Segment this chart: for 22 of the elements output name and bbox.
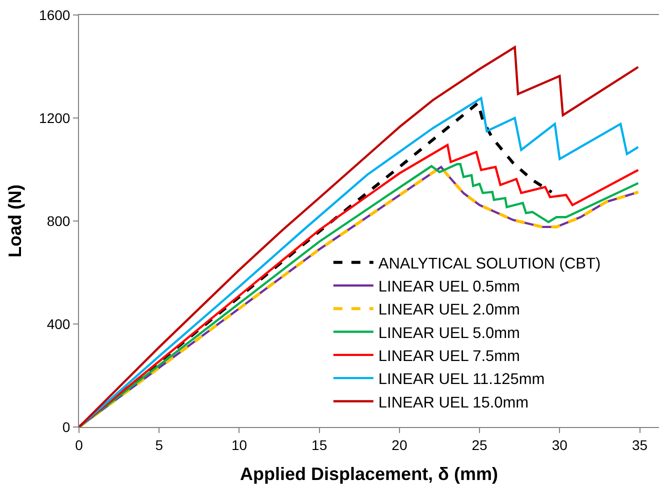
x-tick-label: 5: [155, 436, 164, 453]
legend-label: ANALYTICAL SOLUTION (CBT): [378, 255, 601, 272]
x-tick-label: 30: [552, 436, 568, 453]
legend-label: LINEAR UEL 5.0mm: [378, 324, 520, 342]
legend-label: LINEAR UEL 15.0mm: [378, 394, 529, 412]
legend-label: LINEAR UEL 0.5mm: [378, 278, 520, 296]
legend-label: LINEAR UEL 2.0mm: [378, 302, 520, 319]
y-tick-label: 800: [46, 212, 70, 229]
x-tick-label: 25: [472, 436, 488, 453]
y-tick-label: 400: [46, 316, 70, 332]
legend-label: LINEAR UEL 7.5mm: [378, 348, 520, 365]
x-tick-label: 35: [632, 436, 648, 453]
y-tick-label: 0: [62, 418, 70, 435]
x-tick-label: 15: [312, 436, 328, 453]
y-axis-title: Load (N): [5, 184, 26, 258]
x-axis-title: Applied Displacement, δ (mm): [240, 464, 498, 484]
legend-label: LINEAR UEL 11.125mm: [378, 371, 545, 388]
y-tick-label: 1600: [39, 6, 70, 23]
x-tick-label: 10: [231, 436, 248, 453]
x-tick-label: 0: [75, 436, 84, 453]
y-tick-label: 1200: [39, 110, 70, 126]
x-tick-label: 20: [392, 436, 408, 453]
